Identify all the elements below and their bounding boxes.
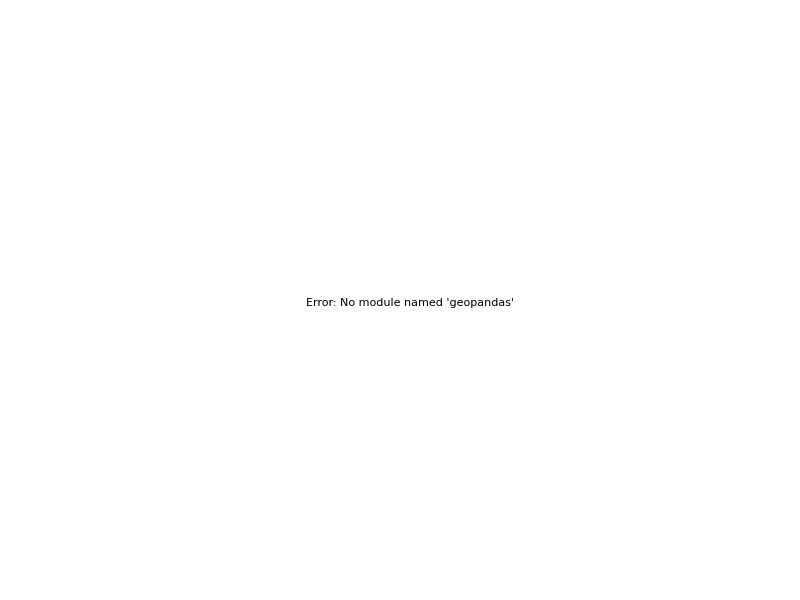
Text: Error: No module named 'geopandas': Error: No module named 'geopandas' — [306, 298, 514, 308]
